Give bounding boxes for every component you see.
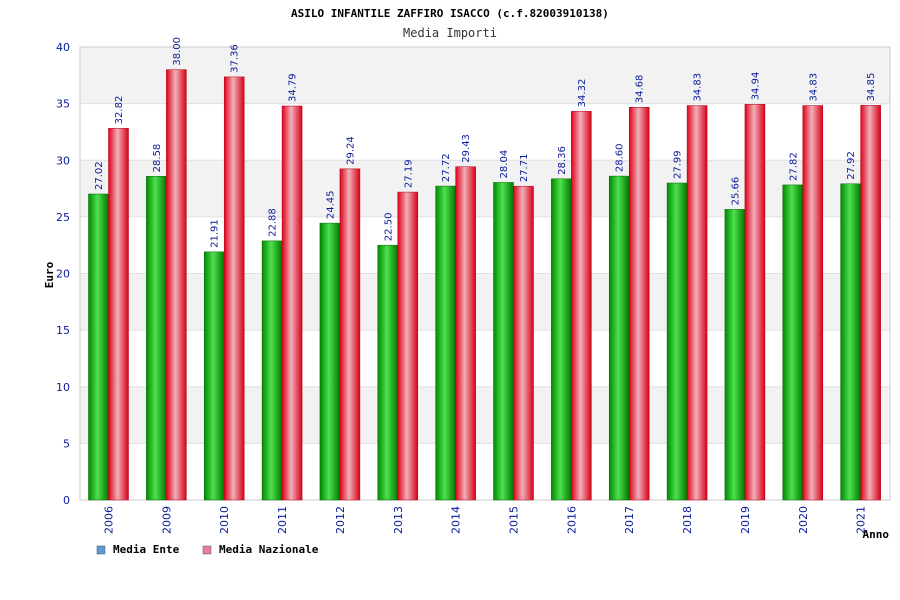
data-label: 27.92 (846, 151, 857, 180)
x-tick-label: 2021 (855, 506, 868, 534)
x-tick-label: 2019 (739, 506, 752, 534)
bar-media-ente (608, 175, 630, 501)
data-label: 27.99 (673, 150, 684, 179)
data-label: 28.04 (499, 150, 510, 179)
y-tick-label: 25 (56, 211, 70, 224)
bar-media-ente (146, 176, 167, 501)
data-label: 29.24 (345, 136, 356, 165)
data-label: 34.79 (288, 73, 299, 102)
x-tick-label: 2009 (160, 506, 173, 534)
bar-media-nazionale (223, 76, 245, 501)
data-label: 27.02 (94, 161, 105, 190)
bar-media-ente (319, 222, 341, 501)
data-label: 38.00 (172, 37, 183, 66)
y-axis-label: Euro (43, 261, 56, 288)
plot-background (79, 46, 891, 501)
bar-media-nazionale (166, 69, 187, 501)
bars: 27.02 32.82 28.58 38.00 21.91 37.36 22.88 34.79… (88, 37, 881, 501)
data-label: 27.72 (441, 153, 452, 182)
bar-media-ente (493, 182, 514, 501)
bar-media-nazionale (628, 106, 650, 501)
bar-media-ente (724, 209, 746, 501)
grid-band (80, 386, 890, 444)
legend-swatch-ente (96, 545, 106, 555)
bar-media-ente (261, 240, 283, 501)
bar-media-nazionale (686, 105, 708, 501)
data-label: 27.71 (519, 154, 530, 183)
bar-media-nazionale (744, 104, 766, 501)
plot-border (79, 46, 891, 501)
chart-subtitle: Media Importi (403, 26, 497, 40)
bar-media-ente (666, 182, 688, 501)
bar-media-ente (377, 244, 399, 501)
bar-media-ente (551, 178, 572, 501)
bar-media-ente (203, 251, 225, 501)
data-label: 37.36 (230, 44, 241, 73)
x-tick-label: 2015 (508, 506, 521, 534)
y-tick-label: 15 (56, 324, 70, 337)
y-tick-label: 40 (56, 41, 70, 54)
legend-swatch-nazionale (202, 545, 212, 555)
bar-media-ente (435, 185, 456, 501)
x-tick-label: 2014 (450, 506, 463, 534)
data-label: 29.43 (461, 134, 472, 163)
legend-label-nazionale: Media Nazionale (219, 543, 319, 556)
bar-media-nazionale (513, 185, 534, 501)
grid-band (80, 47, 890, 104)
x-tick-label: 2016 (565, 506, 578, 534)
data-label: 34.83 (808, 73, 819, 102)
data-label: 34.68 (635, 75, 646, 104)
bar-media-nazionale (397, 191, 419, 501)
bar-media-nazionale (339, 168, 361, 501)
x-tick-label: 2006 (103, 506, 116, 534)
bar-media-nazionale (860, 105, 881, 501)
data-label: 34.83 (693, 73, 704, 102)
data-label: 34.85 (866, 73, 877, 102)
legend: Media Ente Media Nazionale (96, 543, 319, 556)
y-axis-ticks: 0 5 10 15 20 25 30 35 40 (56, 41, 70, 507)
x-tick-label: 2012 (334, 506, 347, 534)
legend-label-ente: Media Ente (113, 543, 180, 556)
data-label: 22.88 (268, 208, 279, 237)
x-tick-label: 2010 (218, 506, 231, 534)
data-label: 21.91 (210, 219, 221, 248)
grid-band (80, 160, 890, 217)
x-tick-label: 2020 (797, 506, 810, 534)
data-label: 22.50 (383, 213, 394, 242)
data-label: 24.45 (325, 190, 336, 219)
data-label: 27.82 (788, 152, 799, 181)
bar-media-ente (782, 184, 804, 501)
data-label: 28.60 (615, 143, 626, 172)
data-label: 28.36 (557, 146, 568, 175)
x-axis-label: Anno (863, 528, 890, 541)
y-tick-label: 20 (56, 268, 70, 281)
x-tick-label: 2013 (392, 506, 405, 534)
data-label: 27.19 (403, 159, 414, 188)
bar-media-nazionale (571, 111, 592, 501)
y-tick-label: 5 (63, 437, 70, 450)
bar-media-ente (88, 193, 109, 501)
bar-media-nazionale (108, 128, 129, 501)
y-tick-label: 10 (56, 381, 70, 394)
data-label: 34.94 (750, 72, 761, 101)
bar-media-ente (840, 183, 861, 501)
x-tick-label: 2011 (276, 506, 289, 534)
bar-media-nazionale (455, 166, 476, 501)
chart-title: ASILO INFANTILE ZAFFIRO ISACCO (c.f.8200… (291, 7, 609, 20)
x-axis-ticks: 2006 2009 2010 2011 2012 2013 2014 2015 2016 2017… (103, 506, 868, 534)
data-label: 25.66 (730, 177, 741, 206)
data-label: 28.58 (152, 144, 163, 173)
bar-media-nazionale (281, 105, 303, 501)
bar-media-nazionale (802, 105, 824, 501)
grid-band (80, 273, 890, 331)
data-label: 34.32 (577, 79, 588, 108)
data-label: 32.82 (114, 96, 125, 125)
x-tick-label: 2017 (623, 506, 636, 534)
y-tick-label: 0 (63, 494, 70, 507)
y-tick-label: 30 (56, 154, 70, 167)
x-tick-label: 2018 (681, 506, 694, 534)
y-tick-label: 35 (56, 98, 70, 111)
